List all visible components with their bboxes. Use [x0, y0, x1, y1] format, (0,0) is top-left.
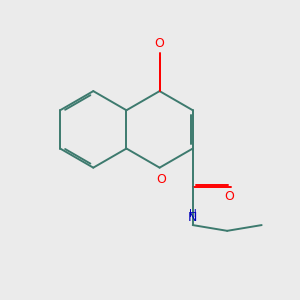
- Text: O: O: [156, 173, 166, 186]
- Text: O: O: [155, 37, 164, 50]
- Text: H: H: [189, 208, 196, 219]
- Text: N: N: [188, 212, 197, 224]
- Text: O: O: [225, 190, 235, 203]
